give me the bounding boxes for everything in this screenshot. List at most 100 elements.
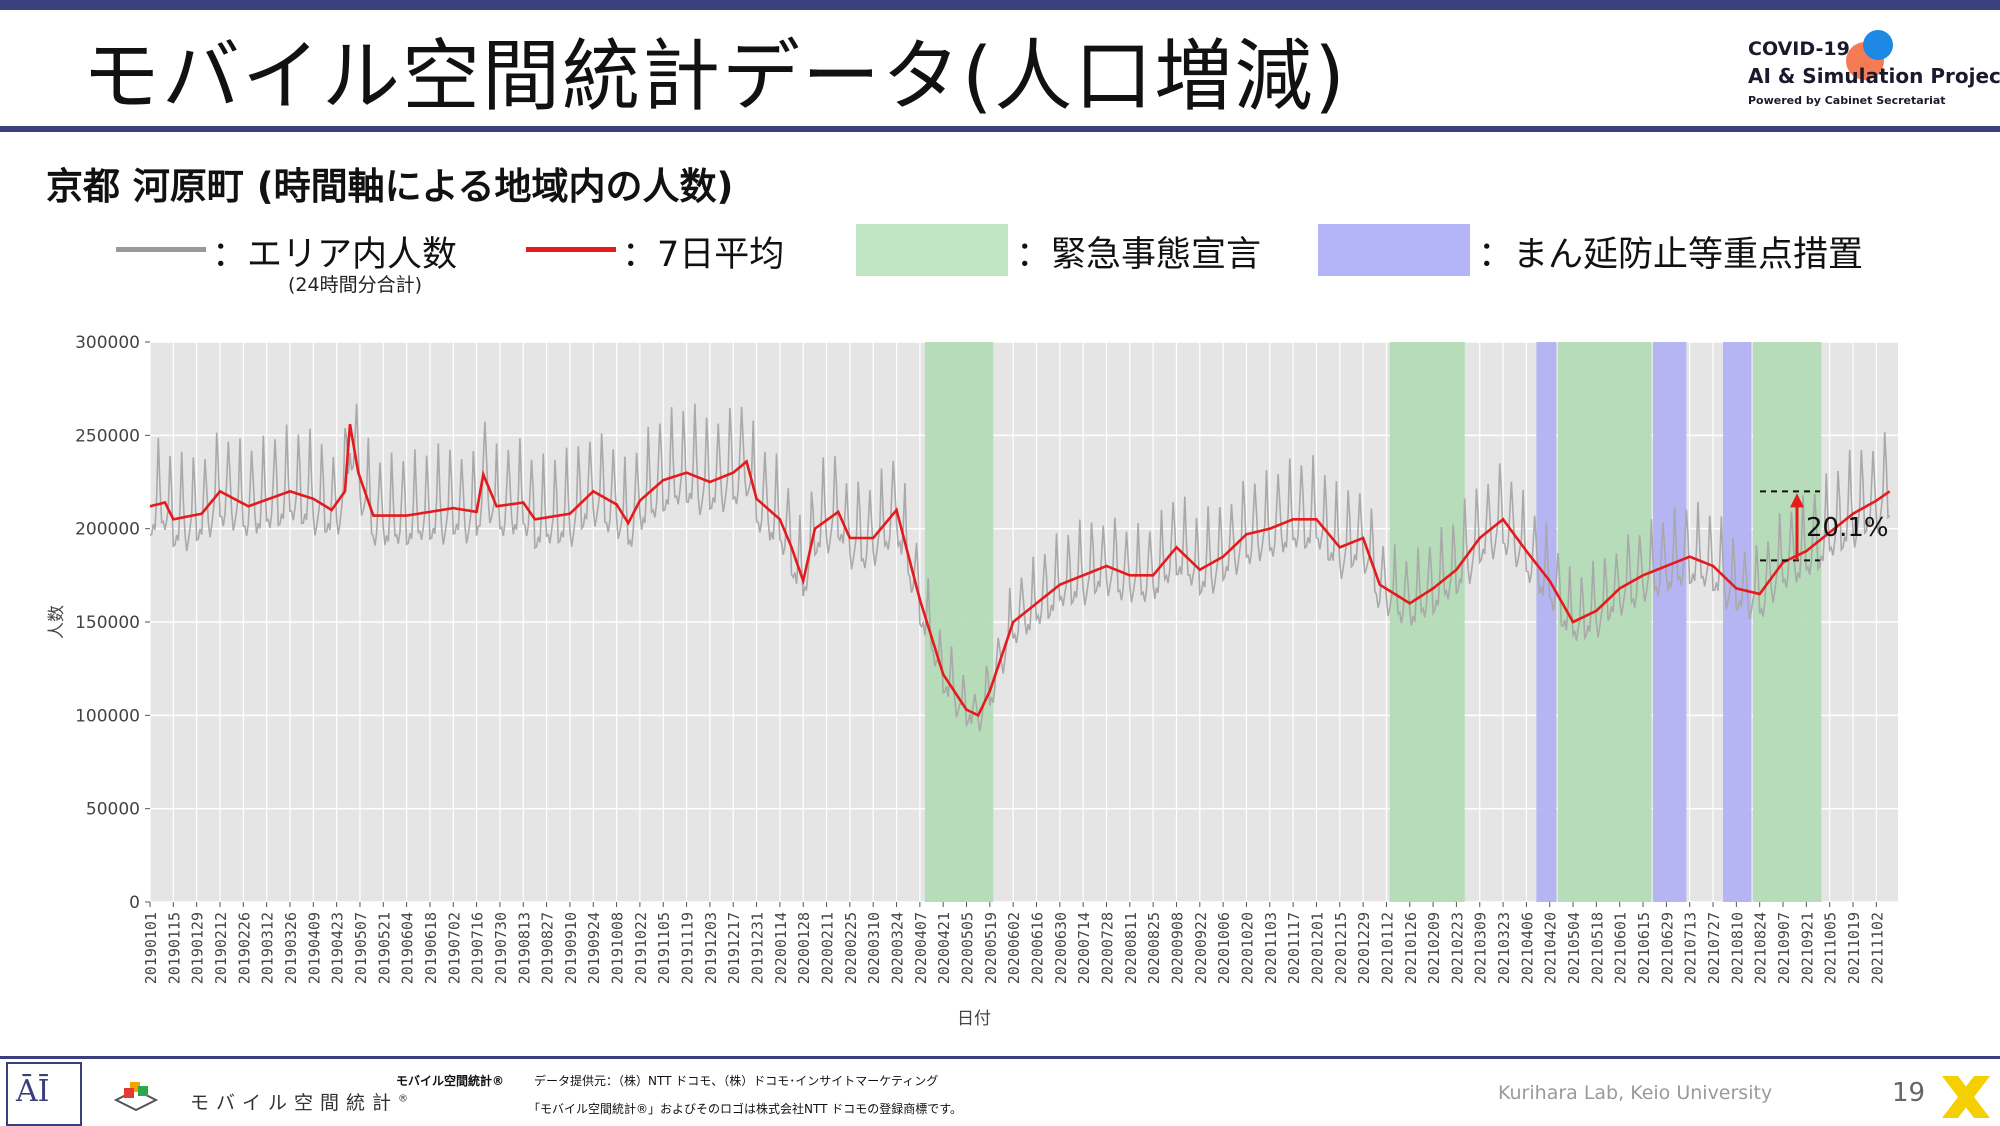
annotation-arrow-head	[1790, 493, 1804, 508]
chart-subtitle: 京都 河原町 (時間軸による地域内の人数)	[46, 165, 734, 208]
legend-emergency: ：緊急事態宣言	[856, 222, 1296, 276]
legend-daily-label: ：エリア内人数	[212, 235, 458, 275]
legend-avg-swatch	[526, 247, 616, 252]
x-tick-label: 20190618	[422, 912, 440, 984]
x-tick-label: 20190813	[515, 912, 533, 984]
x-tick-label: 20191105	[655, 912, 673, 984]
semi-period	[1653, 342, 1687, 902]
x-tick-label: 20191203	[702, 912, 720, 984]
x-tick-label: 20210504	[1565, 912, 1583, 984]
semi-period	[1536, 342, 1557, 902]
footer-trademark: 「モバイル空間統計®」およびそのロゴは株式会社NTT ドコモの登録商標です。	[528, 1102, 963, 1116]
change-annotation: 20.1%	[1760, 490, 1889, 562]
x-tick-label: 20190409	[305, 912, 323, 984]
legend-emergency-label: ：緊急事態宣言	[1016, 235, 1262, 275]
y-tick-label: 0	[129, 893, 140, 913]
x-tick-label: 20190326	[282, 912, 300, 984]
semi-period	[1723, 342, 1752, 902]
x-tick-label: 20201117	[1285, 912, 1303, 984]
x-tick-label: 20201020	[1238, 912, 1256, 984]
y-tick-label: 200000	[75, 520, 140, 540]
x-tick-label: 20201215	[1332, 912, 1350, 984]
y-axis: 0 50000 100000 150000 200000 250000 300000	[75, 333, 150, 913]
x-tick-label: 20190212	[212, 912, 230, 984]
x-tick-label: 20201006	[1215, 912, 1233, 984]
footer-lab-name: Kurihara Lab, Keio University	[1498, 1082, 1773, 1104]
slide-title: モバイル空間統計データ(人口増減)	[82, 32, 1347, 122]
x-tick-label: 20200114	[772, 912, 790, 984]
x-tick-label: 20210309	[1472, 912, 1490, 984]
y-tick-label: 50000	[86, 800, 140, 820]
x-tick-label: 20200211	[819, 912, 837, 984]
y-tick-label: 100000	[75, 706, 140, 726]
x-tick-label: 20190101	[142, 912, 160, 984]
x-tick-label: 20190507	[352, 912, 370, 984]
emergency-period	[1753, 342, 1822, 902]
top-accent-bar	[0, 0, 2000, 10]
x-tick-label: 20210615	[1635, 912, 1653, 984]
x-tick-label: 20210406	[1518, 912, 1536, 984]
population-line-chart: 0 50000 100000 150000 200000 250000 300000 201…	[47, 333, 1898, 1029]
x-tick-label: 20201229	[1355, 912, 1373, 984]
x-tick-label: 20190226	[235, 912, 253, 984]
x-tick-label: 20190423	[329, 912, 347, 984]
shaded-periods	[924, 342, 1822, 902]
x-tick-label: 20191231	[749, 912, 767, 984]
x-tick-label: 20211019	[1845, 912, 1863, 984]
x-tick-label: 20201201	[1308, 912, 1326, 984]
x-tick-label: 20200616	[1028, 912, 1046, 984]
footer-source-text: データ提供元：（株）NTT ドコモ、（株）ドコモ･インサイトマーケティング	[534, 1074, 939, 1088]
x-tick-label: 20190129	[189, 912, 207, 984]
daily-series	[149, 403, 1891, 732]
legend-daily: ：エリア内人数	[116, 222, 496, 275]
x-tick-label: 20210420	[1542, 912, 1560, 984]
x-tick-label: 20191022	[632, 912, 650, 984]
x-tick-label: 20210810	[1728, 912, 1746, 984]
x-tick-label: 20210727	[1705, 912, 1723, 984]
x-tick-label: 20200630	[1052, 912, 1070, 984]
x-tick-label: 20200811	[1122, 912, 1140, 984]
x-tick-label: 20200421	[935, 912, 953, 984]
x-tick-label: 20200714	[1075, 912, 1093, 984]
x-tick-label: 20200922	[1192, 912, 1210, 984]
legend-daily-swatch	[116, 247, 206, 252]
legend-daily-note: (24時間分合計)	[288, 274, 423, 296]
y-tick-label: 150000	[75, 613, 140, 633]
avg-series	[149, 423, 1891, 718]
title-divider	[0, 126, 2000, 132]
x-tick-label: 20191008	[609, 912, 627, 984]
logo-blue-circle	[1863, 30, 1893, 60]
x-tick-label: 20210209	[1425, 912, 1443, 984]
logo-line-2: AI & Simulation Project	[1748, 64, 2000, 88]
x-tick-label: 20200225	[842, 912, 860, 984]
x-tick-label: 20191217	[725, 912, 743, 984]
x-tick-label: 20200505	[959, 912, 977, 984]
daily-line	[149, 403, 1891, 732]
x-axis: 20190101 20190115 20190129 20190212 20190226…	[142, 902, 1886, 984]
x-tick-label: 20210126	[1402, 912, 1420, 984]
covid-ai-project-logo: COVID-19 AI & Simulation Project Powered…	[1748, 30, 2000, 114]
x-tick-label: 20211102	[1868, 912, 1886, 984]
x-tick-label: 20210112	[1378, 912, 1396, 984]
x-tick-label: 20190521	[375, 912, 393, 984]
legend-avg-label: ：7日平均	[622, 235, 785, 275]
annotation-label: 20.1%	[1806, 513, 1889, 543]
footer-brand-text: モバイル空間統計®	[190, 1092, 409, 1114]
x-tick-label: 20210323	[1495, 912, 1513, 984]
x-axis-label: 日付	[957, 1009, 991, 1029]
x-tick-label: 20210921	[1798, 912, 1816, 984]
x-tick-label: 20190716	[469, 912, 487, 984]
x-tick-label: 20211005	[1822, 912, 1840, 984]
x-tick-label: 20210629	[1658, 912, 1676, 984]
x-tick-label: 20190827	[539, 912, 557, 984]
x-tick-label: 20200128	[795, 912, 813, 984]
x-tick-label: 20200728	[1098, 912, 1116, 984]
legend-avg: ：7日平均	[526, 222, 826, 275]
legend-semi: ：まん延防止等重点措置	[1318, 222, 1918, 276]
x-tick-label: 20201103	[1262, 912, 1280, 984]
x-logo-icon	[1942, 1076, 1990, 1118]
x-tick-label: 20190312	[259, 912, 277, 984]
x-tick-label: 20210601	[1612, 912, 1630, 984]
page-number: 19	[1892, 1078, 1926, 1108]
x-tick-label: 20190604	[399, 912, 417, 984]
